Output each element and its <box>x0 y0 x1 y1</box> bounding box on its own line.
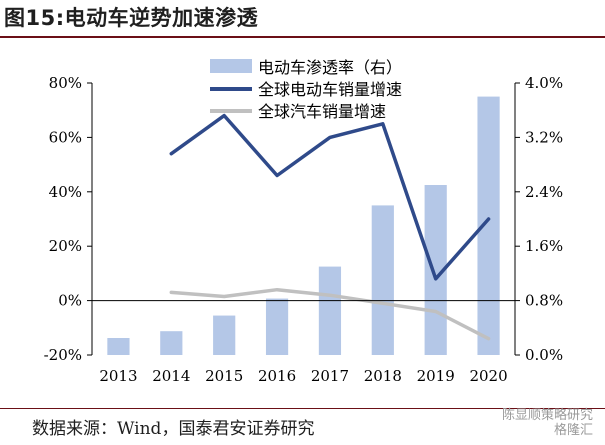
bar-ev-penetration <box>371 205 394 355</box>
left-tick-label: 40% <box>49 183 82 201</box>
watermark-line1: 陈显顺策略研究 <box>501 408 593 423</box>
left-tick-label: -20% <box>44 346 82 364</box>
bar-ev-penetration <box>318 266 342 355</box>
bottom-rule <box>0 408 605 409</box>
legend-swatch-bar <box>210 59 252 73</box>
x-tick-label: 2015 <box>205 367 243 385</box>
legend-label: 全球汽车销量增速 <box>258 102 386 121</box>
left-tick-label: 0% <box>58 292 82 310</box>
legend-label: 全球电动车销量增速 <box>258 80 402 99</box>
right-tick-label: 3.2% <box>525 128 563 146</box>
right-tick-label: 0.8% <box>525 292 563 310</box>
right-tick-label: 1.6% <box>525 237 563 255</box>
watermark-line2: 格隆汇 <box>553 423 593 438</box>
left-tick-label: 20% <box>49 237 82 255</box>
bar-ev-penetration <box>107 338 130 355</box>
left-tick-label: 80% <box>49 74 82 92</box>
left-tick-label: 60% <box>49 128 82 146</box>
watermark: 陈显顺策略研究 格隆汇 <box>502 408 593 438</box>
x-tick-label: 2014 <box>152 367 190 385</box>
line-global-car-sales-growth <box>169 287 491 341</box>
bar-ev-penetration <box>477 96 500 355</box>
x-tick-label: 2016 <box>258 367 296 385</box>
x-tick-label: 2020 <box>469 367 507 385</box>
x-tick-label: 2013 <box>99 367 137 385</box>
line-global-ev-sales-growth <box>169 113 491 281</box>
right-tick-label: 4.0% <box>525 74 563 92</box>
right-tick-label: 2.4% <box>525 183 563 201</box>
bar-ev-penetration <box>160 331 183 355</box>
title-rule <box>0 36 605 38</box>
x-tick-label: 2017 <box>311 367 349 385</box>
right-tick-label: 0.0% <box>525 346 563 364</box>
x-tick-label: 2019 <box>417 367 455 385</box>
source-note: 数据来源：Wind，国泰君安证券研究 <box>32 419 315 439</box>
legend-label: 电动车渗透率（右） <box>258 58 402 77</box>
chart-area: 80% 60% 40% 20% 0% -20% 4.0% 3.2% 2.4% 1.6% 0.8% 0.… <box>44 58 564 385</box>
chart-title: 图15:电动车逆势加速渗透 <box>4 6 259 30</box>
bar-ev-penetration <box>265 298 289 355</box>
x-tick-label: 2018 <box>364 367 402 385</box>
bar-ev-penetration <box>213 315 236 355</box>
